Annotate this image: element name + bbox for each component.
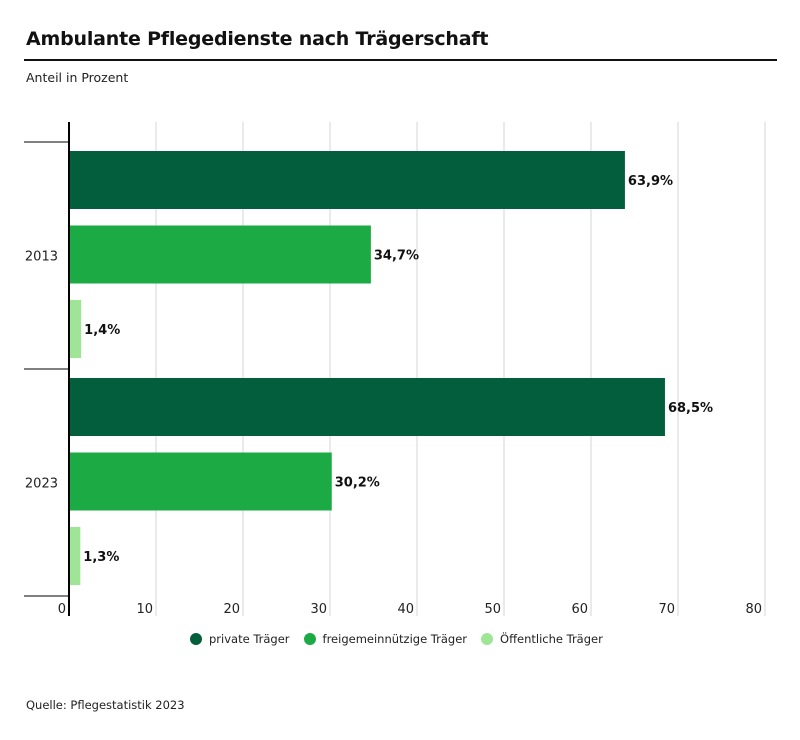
x-tick-label-50: 50 [484, 602, 501, 617]
bar-2023-2 [69, 527, 81, 585]
bar-2013-0 [69, 151, 625, 209]
bar-2023-1 [69, 452, 332, 511]
x-tick-label-80: 80 [745, 602, 762, 617]
legend-label-freigemeinnuetzig: freigemeinnützige Träger [322, 632, 468, 646]
x-tick-label-10: 10 [136, 602, 153, 617]
x-tick-label-70: 70 [658, 602, 675, 617]
legend-label-private: private Träger [209, 632, 290, 646]
x-tick-label-40: 40 [397, 602, 414, 617]
category-label-2023: 2023 [25, 477, 58, 492]
data-label-2013-0: 63,9% [628, 174, 673, 189]
legend-item-oeffentlich: Öffentliche Träger [481, 632, 603, 646]
chart-subtitle: Anteil in Prozent [26, 70, 129, 85]
chart-title: Ambulante Pflegedienste nach Trägerschaf… [26, 28, 489, 50]
legend-item-private: private Träger [190, 632, 290, 646]
data-label-2023-2: 1,3% [83, 550, 119, 565]
legend-item-freigemeinnuetzig: freigemeinnützige Träger [303, 632, 468, 646]
bar-chart: 0 10 20 30 40 50 60 70 80 2013 63,9% 34,7% 1,4% 2023 6… [24, 122, 766, 617]
bar-2013-2 [69, 300, 82, 358]
legend-dot-oeffentlich-icon [481, 633, 494, 645]
bar-2013-1 [69, 225, 371, 284]
data-label-2023-1: 30,2% [335, 476, 380, 491]
source-note: Quelle: Pflegestatistik 2023 [26, 698, 185, 712]
data-label-2013-2: 1,4% [84, 323, 120, 338]
data-label-2013-1: 34,7% [374, 249, 419, 264]
category-label-2013: 2013 [25, 250, 58, 265]
x-tick-label-30: 30 [310, 602, 327, 617]
legend-dot-private-icon [190, 633, 202, 645]
x-tick-label-0: 0 [58, 602, 66, 617]
legend-dot-freigemeinnuetzig-icon [303, 633, 316, 645]
bar-2023-0 [69, 378, 665, 436]
legend-label-oeffentlich: Öffentliche Träger [500, 632, 603, 646]
x-tick-label-20: 20 [223, 602, 240, 617]
data-label-2023-0: 68,5% [668, 401, 713, 416]
title-divider [24, 59, 777, 61]
x-tick-label-60: 60 [571, 602, 588, 617]
legend: private Träger freigemeinnützige Träger … [190, 632, 617, 646]
